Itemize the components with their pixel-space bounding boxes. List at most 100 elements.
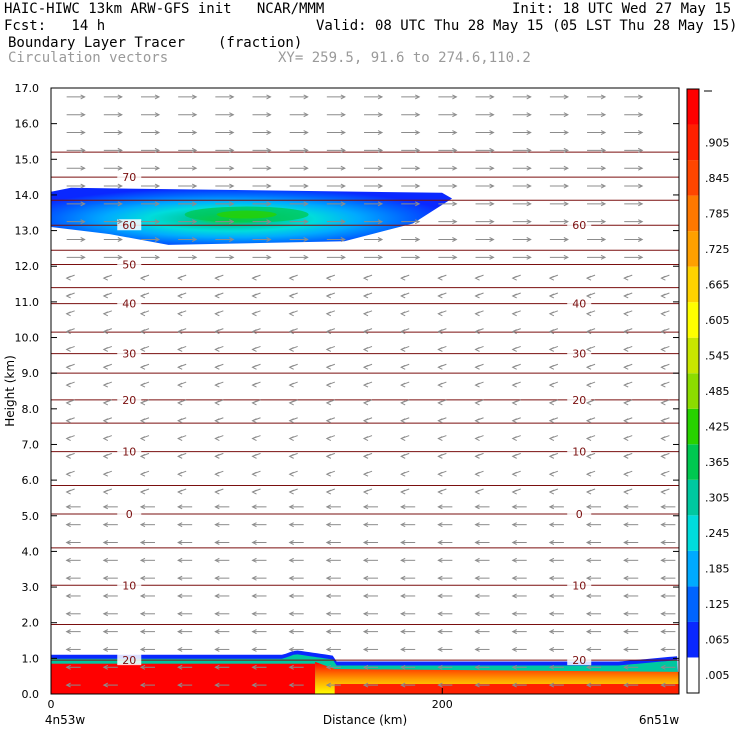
circulation-vector-head — [154, 112, 161, 118]
circulation-vector-head — [623, 489, 629, 495]
circulation-vector-head — [80, 219, 86, 225]
circulation-vector-head — [474, 575, 480, 581]
colorbar-label: .845 — [705, 172, 730, 185]
circulation-vector-head — [489, 201, 495, 207]
circulation-vector-head — [229, 94, 235, 100]
forecast-hour: Fcst: 14 h — [4, 18, 106, 34]
circulation-vector-head — [214, 400, 220, 406]
circulation-vector-head — [251, 664, 257, 670]
circulation-vector-head — [139, 504, 146, 510]
circulation-vector-head — [139, 557, 146, 563]
circulation-vector-head — [362, 504, 369, 510]
y-tick-label: 13.0 — [15, 225, 40, 238]
circulation-vector-head — [139, 436, 146, 442]
colorbar-label: .185 — [705, 563, 730, 576]
circulation-vector-head — [660, 471, 666, 477]
circulation-vector-head — [526, 94, 532, 100]
isotherm-label: 70 — [122, 171, 136, 184]
circulation-vector-head — [65, 629, 71, 635]
circulation-vector-head — [303, 147, 309, 153]
circulation-vector-head — [526, 130, 532, 136]
circulation-vector-head — [288, 522, 294, 528]
circulation-vector-head — [117, 94, 123, 100]
circulation-vector-head — [266, 237, 272, 242]
circulation-vector-head — [65, 418, 71, 424]
circulation-vector-head — [325, 664, 332, 670]
circulation-vector-head — [400, 418, 406, 424]
circulation-vector-head — [623, 664, 629, 670]
isotherm-label: 30 — [122, 348, 136, 361]
vector-field-name: Circulation vectors — [8, 50, 169, 66]
plot-frame — [50, 87, 680, 695]
circulation-vector-head — [65, 311, 71, 317]
circulation-vector-head — [80, 147, 86, 153]
circulation-vector-head — [65, 611, 71, 617]
isotherm-label-bg — [117, 507, 142, 519]
circulation-vector-head — [474, 436, 480, 442]
circulation-vector-head — [548, 400, 555, 406]
circulation-vector-head — [288, 540, 294, 545]
circulation-vector-head — [266, 147, 272, 153]
circulation-vector-head — [511, 471, 517, 477]
circulation-vector-head — [623, 471, 629, 477]
circulation-vector-head — [585, 646, 592, 652]
circulation-vector-head — [117, 147, 123, 153]
circulation-vector-head — [623, 275, 629, 281]
colorbar-label: .425 — [705, 421, 730, 434]
circulation-vector-head — [325, 489, 332, 495]
circulation-vector-head — [452, 254, 458, 260]
y-tick-label: 2.0 — [22, 617, 40, 630]
circulation-vector-head — [229, 112, 235, 118]
circulation-vector-head — [452, 165, 458, 171]
circulation-vector-head — [400, 611, 406, 617]
circulation-vector-head — [251, 329, 257, 335]
colorbar-label: .665 — [705, 278, 730, 291]
isotherm-contour — [51, 249, 679, 251]
circulation-vector-head — [177, 293, 183, 299]
circulation-vector-head — [437, 540, 443, 545]
circulation-vector-head — [154, 237, 161, 242]
circulation-vector-head — [139, 646, 146, 652]
circulation-vector-head — [400, 504, 406, 510]
circulation-vector-head — [251, 471, 257, 477]
circulation-vector-head — [288, 436, 294, 442]
circulation-vector-head — [325, 629, 332, 635]
isotherm-label-bg — [117, 219, 142, 231]
circulation-vector-head — [288, 329, 294, 335]
circulation-vector-head — [623, 453, 629, 459]
isotherm-label-bg — [567, 393, 592, 405]
circulation-vector-head — [400, 364, 406, 370]
circulation-vector-head — [511, 611, 517, 617]
circulation-vector-head — [325, 382, 332, 388]
circulation-vector-head — [526, 147, 532, 153]
circulation-vector-head — [600, 112, 607, 118]
circulation-vector-head — [288, 311, 294, 317]
colorbar-swatch — [687, 337, 699, 374]
circulation-vector-head — [288, 504, 294, 510]
circulation-vector-head — [474, 557, 480, 563]
colorbar-swatch — [687, 408, 699, 445]
circulation-vector-head — [102, 489, 109, 495]
circulation-vector-head — [102, 311, 109, 317]
circulation-vector-head — [548, 575, 555, 581]
circulation-vector-head — [191, 112, 198, 118]
circulation-vector-head — [303, 201, 309, 207]
circulation-vector-head — [660, 346, 666, 352]
circulation-vector-head — [65, 400, 71, 406]
circulation-vector-head — [548, 629, 555, 635]
circulation-vector-head — [65, 346, 71, 352]
circulation-vector-head — [362, 682, 369, 688]
circulation-vector-head — [191, 201, 198, 207]
circulation-vector-head — [362, 329, 369, 335]
circulation-vector-head — [660, 489, 666, 495]
circulation-vector-head — [191, 165, 198, 171]
colorbar-swatch — [687, 266, 699, 303]
field-name: Boundary Layer Tracer — [8, 35, 186, 51]
circulation-vector-head — [414, 254, 421, 260]
circulation-vector-head — [400, 540, 406, 545]
circulation-vector-head — [660, 400, 666, 406]
circulation-vector-head — [325, 293, 332, 299]
circulation-vector-head — [191, 183, 198, 189]
circulation-vector-head — [623, 682, 629, 688]
circulation-vector-head — [139, 311, 146, 317]
